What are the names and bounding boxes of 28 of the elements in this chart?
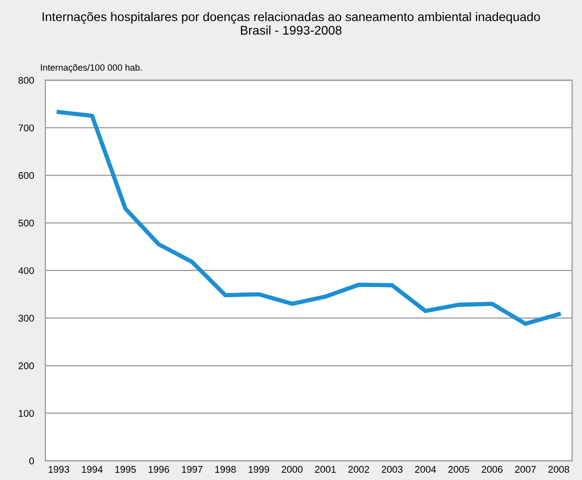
y-tick-label: 600 (18, 172, 34, 179)
x-tick-label: 2005 (448, 466, 470, 473)
y-tick-label: 500 (18, 220, 34, 227)
y-tick-label: 400 (18, 267, 34, 274)
x-tick-label: 1995 (115, 466, 136, 473)
y-tick-label: 0 (29, 458, 34, 464)
x-tick-label: 1997 (182, 466, 202, 473)
y-tick-label: 100 (18, 410, 34, 417)
x-tick-label: 1999 (248, 466, 270, 473)
y-tick-label: 200 (18, 362, 34, 370)
y-tick-label: 700 (18, 124, 34, 132)
x-tick-label: 2007 (515, 466, 536, 473)
chart-title: Internações hospitalares por doenças relacionadas ao saneamento ambiental inadequado Brasil - 1993-2008 (42, 12, 540, 35)
x-tick-label: 2002 (348, 466, 370, 473)
x-tick-label: 2008 (548, 466, 570, 473)
line-series (56, 110, 561, 326)
x-tick-label: 2006 (482, 466, 502, 473)
y-axis-title: Internações/100 000 hab. (40, 64, 142, 73)
x-tick-label: 2001 (315, 466, 336, 473)
x-tick-label: 1994 (82, 466, 103, 473)
x-tick-label: 2003 (382, 466, 402, 473)
x-tick-label: 2004 (415, 466, 436, 473)
x-tick-label: 1996 (148, 466, 170, 473)
y-tick-label: 800 (18, 76, 34, 84)
y-tick-label: 300 (18, 314, 34, 322)
x-tick-label: 2000 (282, 466, 303, 473)
x-tick-label: 1998 (215, 466, 236, 473)
x-tick-label: 1993 (48, 466, 70, 473)
